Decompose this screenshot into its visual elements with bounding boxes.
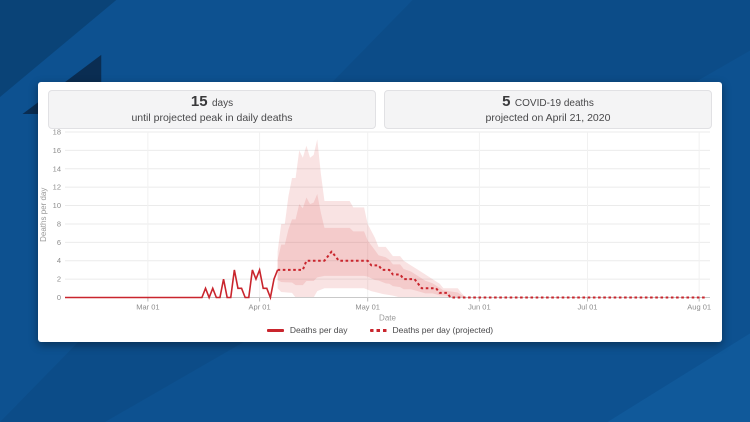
svg-text:16: 16: [53, 146, 61, 155]
svg-text:Jul 01: Jul 01: [577, 303, 597, 312]
svg-text:0: 0: [57, 293, 61, 302]
svg-text:2: 2: [57, 275, 61, 284]
stat-projected-deaths-caption: projected on April 21, 2020: [485, 112, 611, 124]
svg-text:10: 10: [53, 201, 61, 210]
svg-text:May 01: May 01: [355, 303, 380, 312]
legend-label-actual: Deaths per day: [289, 325, 348, 335]
legend-item-projected: Deaths per day (projected): [369, 325, 494, 335]
svg-text:Mar 01: Mar 01: [136, 303, 159, 312]
covid-projection-card: 15 days until projected peak in daily de…: [38, 82, 722, 342]
svg-text:6: 6: [57, 238, 61, 247]
stat-peak-days-value: 15: [190, 93, 208, 110]
stat-projected-deaths-unit: COVID-19 deaths: [514, 98, 594, 109]
svg-text:Jun 01: Jun 01: [468, 303, 491, 312]
svg-text:8: 8: [57, 219, 61, 228]
deaths-chart: Mar 01 Apr 01 May 01 Jun 01 Jul 01 Aug 01 0 2 4 6…: [39, 128, 711, 323]
svg-text:18: 18: [53, 128, 61, 137]
legend-label-projected: Deaths per day (projected): [392, 325, 494, 335]
stat-peak-days-headline: 15 days: [53, 93, 371, 112]
svg-text:14: 14: [53, 164, 61, 173]
legend-item-actual: Deaths per day: [266, 325, 348, 335]
stat-projected-deaths-headline: 5 COVID-19 deaths: [389, 93, 707, 112]
dashed-line-swatch-icon: [369, 328, 387, 332]
solid-line-swatch-icon: [266, 328, 284, 332]
svg-text:Deaths per day: Deaths per day: [39, 188, 48, 242]
svg-text:Date: Date: [379, 314, 396, 323]
svg-text:4: 4: [57, 256, 61, 265]
stat-projected-deaths-value: 5: [502, 93, 511, 110]
stat-boxes-row: 15 days until projected peak in daily de…: [48, 90, 712, 129]
stat-peak-days-caption: until projected peak in daily deaths: [131, 112, 293, 124]
stat-peak-days-unit: days: [212, 98, 234, 109]
svg-text:Apr 01: Apr 01: [249, 303, 271, 312]
stat-box-projected-deaths: 5 COVID-19 deaths projected on April 21,…: [384, 90, 712, 129]
svg-text:12: 12: [53, 183, 61, 192]
chart-legend: Deaths per day Deaths per day (projected…: [38, 325, 722, 335]
svg-text:Aug 01: Aug 01: [687, 303, 711, 312]
stat-box-peak-days: 15 days until projected peak in daily de…: [48, 90, 376, 129]
deaths-chart-area: Mar 01 Apr 01 May 01 Jun 01 Jul 01 Aug 01 0 2 4 6…: [38, 122, 722, 327]
